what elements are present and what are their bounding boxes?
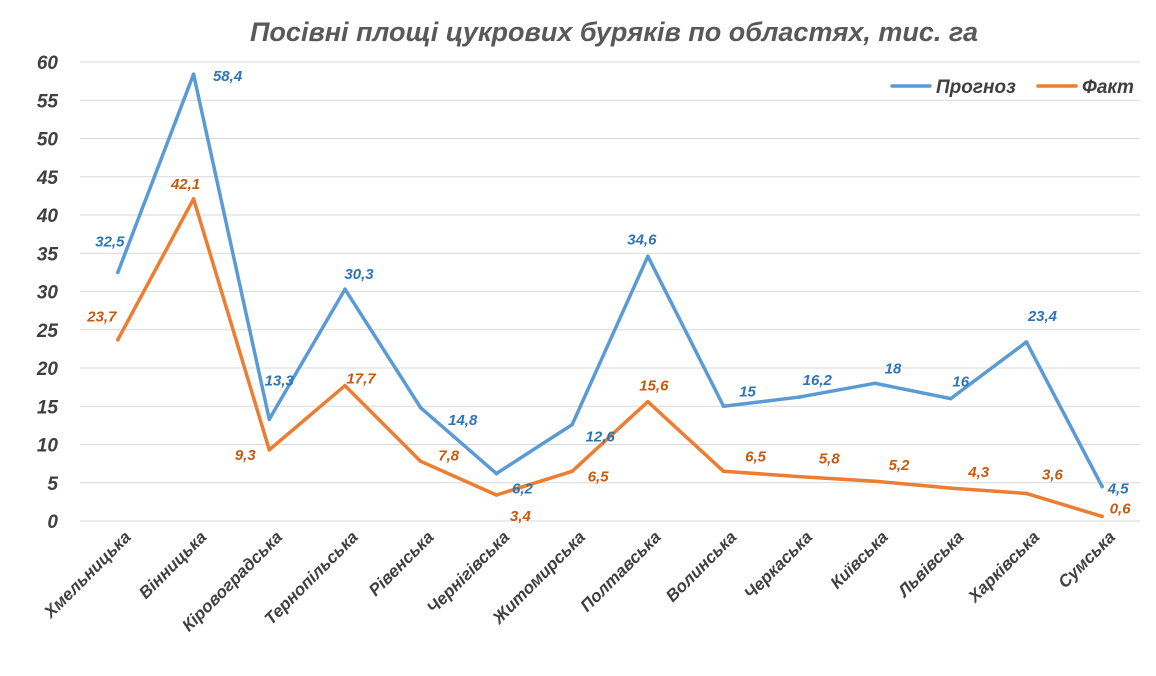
x-tick-label: Волинська — [662, 527, 740, 605]
x-tick-label: Черкаська — [740, 527, 816, 603]
data-label: 32,5 — [95, 233, 125, 250]
data-label: 0,6 — [1110, 500, 1132, 517]
data-label: 18 — [885, 360, 902, 377]
data-point — [1100, 484, 1104, 489]
data-point — [191, 197, 196, 201]
data-label: 6,2 — [512, 481, 534, 498]
y-tick-label: 5 — [47, 474, 58, 495]
data-point — [873, 479, 877, 484]
x-tick-label: Львівська — [893, 527, 968, 602]
data-label: 4,3 — [967, 464, 990, 481]
y-tick-label: 50 — [37, 130, 59, 151]
data-label: 30,3 — [344, 266, 374, 283]
data-point — [570, 469, 574, 474]
data-point — [418, 405, 423, 410]
y-tick-label: 55 — [37, 91, 59, 112]
series-line-1 — [116, 197, 1104, 519]
data-point — [267, 417, 272, 422]
data-point — [191, 72, 196, 77]
data-label: 16 — [952, 374, 969, 391]
data-label: 23,7 — [86, 309, 117, 326]
data-label: 16,2 — [803, 372, 833, 389]
data-label: 34,6 — [627, 231, 657, 248]
series-line-0 — [116, 72, 1104, 489]
data-point — [418, 459, 423, 464]
y-tick-label: 60 — [37, 53, 59, 74]
data-point — [948, 396, 953, 401]
y-tick-label: 25 — [36, 321, 59, 342]
data-point — [116, 337, 120, 342]
chart-title: Посівні площі цукрових буряків по област… — [250, 17, 978, 47]
x-tick-label: Київська — [827, 527, 892, 592]
data-point — [646, 254, 650, 259]
x-tick-label: Сумська — [1055, 527, 1119, 591]
y-tick-label: 0 — [47, 512, 58, 533]
data-label: 23,4 — [1027, 308, 1058, 325]
data-point — [343, 383, 347, 388]
data-label: 4,5 — [1107, 481, 1130, 498]
y-tick-label: 15 — [37, 397, 59, 418]
data-label: 15,6 — [639, 378, 669, 395]
data-point — [721, 404, 726, 409]
legend: Прогноз Факт — [890, 77, 1134, 98]
data-point — [1024, 491, 1029, 496]
data-label: 3,6 — [1042, 466, 1064, 483]
data-label: 58,4 — [213, 68, 243, 85]
data-label: 7,8 — [438, 447, 460, 464]
x-tick-label: Харківська — [964, 527, 1043, 606]
data-label: 12,6 — [586, 429, 616, 446]
data-point — [343, 287, 347, 292]
data-labels: 32,5 58,4 13,3 30,3 14,8 6,2 12,6 34,6 15 16,2 18 1… — [86, 68, 1131, 525]
data-label: 6,5 — [588, 468, 610, 485]
data-point — [494, 471, 499, 476]
x-tick-label: Вінницька — [135, 527, 210, 602]
data-label: 17,7 — [346, 371, 376, 388]
y-tick-label: 10 — [37, 436, 59, 457]
data-point — [948, 486, 953, 490]
data-label: 9,3 — [235, 447, 257, 464]
y-tick-label: 20 — [36, 359, 59, 380]
data-label: 42,1 — [170, 176, 200, 193]
grid-lines — [80, 61, 1140, 522]
x-tick-label: Полтавська — [577, 527, 665, 615]
data-label: 14,8 — [448, 412, 478, 429]
data-point — [797, 474, 802, 479]
data-label: 5,2 — [889, 457, 911, 474]
x-tick-label: Хмельницька — [40, 527, 135, 622]
data-point — [494, 493, 499, 497]
data-point — [873, 381, 877, 386]
y-tick-label: 30 — [37, 283, 59, 304]
legend-label-1: Факт — [1082, 77, 1134, 98]
data-point — [570, 422, 574, 427]
data-label: 3,4 — [510, 508, 532, 525]
series — [116, 72, 1104, 519]
data-point — [1024, 340, 1029, 344]
data-label: 6,5 — [745, 448, 767, 465]
x-tick-label: Рівенська — [365, 527, 437, 599]
data-point — [1100, 514, 1104, 519]
data-point — [721, 469, 726, 474]
y-tick-label: 45 — [36, 168, 59, 189]
data-label: 15 — [739, 383, 756, 400]
y-tick-label: 40 — [36, 206, 59, 227]
y-tick-label: 35 — [37, 244, 59, 265]
y-axis-ticks: 0 5 10 15 20 25 30 35 40 45 50 55 60 — [36, 53, 59, 533]
x-axis-ticks: Хмельницька ВінницькаКіровоградськаТерноп… — [40, 527, 1119, 635]
data-label: 13,3 — [265, 372, 295, 389]
data-label: 5,8 — [819, 451, 841, 468]
data-point — [646, 399, 650, 404]
data-point — [116, 270, 120, 275]
data-point — [797, 395, 802, 399]
data-point — [267, 448, 272, 452]
legend-label-0: Прогноз — [936, 77, 1016, 98]
